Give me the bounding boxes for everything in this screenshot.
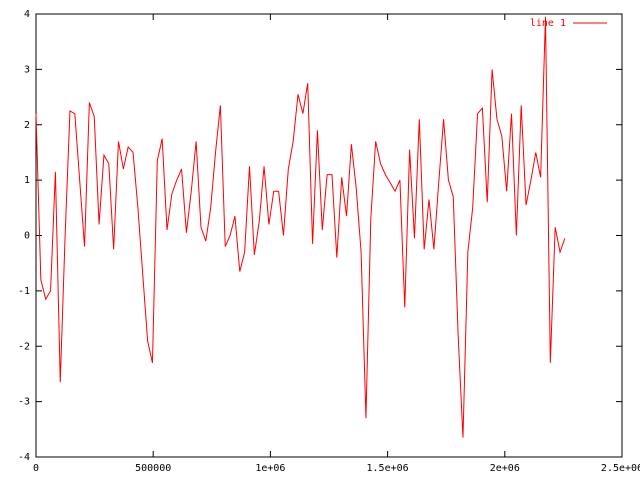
y-tick-label: 4 — [24, 9, 30, 20]
y-tick-label: -1 — [18, 286, 30, 297]
x-tick-label: 2.5e+06 — [601, 463, 640, 474]
y-tick-label: 3 — [24, 64, 30, 75]
x-tick-label: 1e+06 — [255, 463, 285, 474]
x-tick-label: 1.5e+06 — [367, 463, 409, 474]
x-tick-label: 0 — [33, 463, 39, 474]
x-tick-label: 500000 — [135, 463, 171, 474]
y-tick-label: -3 — [18, 397, 30, 408]
data-line — [35, 16, 566, 438]
x-tick-label: 2e+06 — [490, 463, 520, 474]
legend-label: line 1 — [530, 18, 566, 29]
y-tick-label: 0 — [24, 231, 30, 242]
y-tick-label: 2 — [24, 120, 30, 131]
y-tick-label: 1 — [24, 175, 30, 186]
y-tick-label: -2 — [18, 341, 30, 352]
plot-frame — [35, 13, 623, 458]
y-tick-label: -4 — [18, 452, 30, 463]
